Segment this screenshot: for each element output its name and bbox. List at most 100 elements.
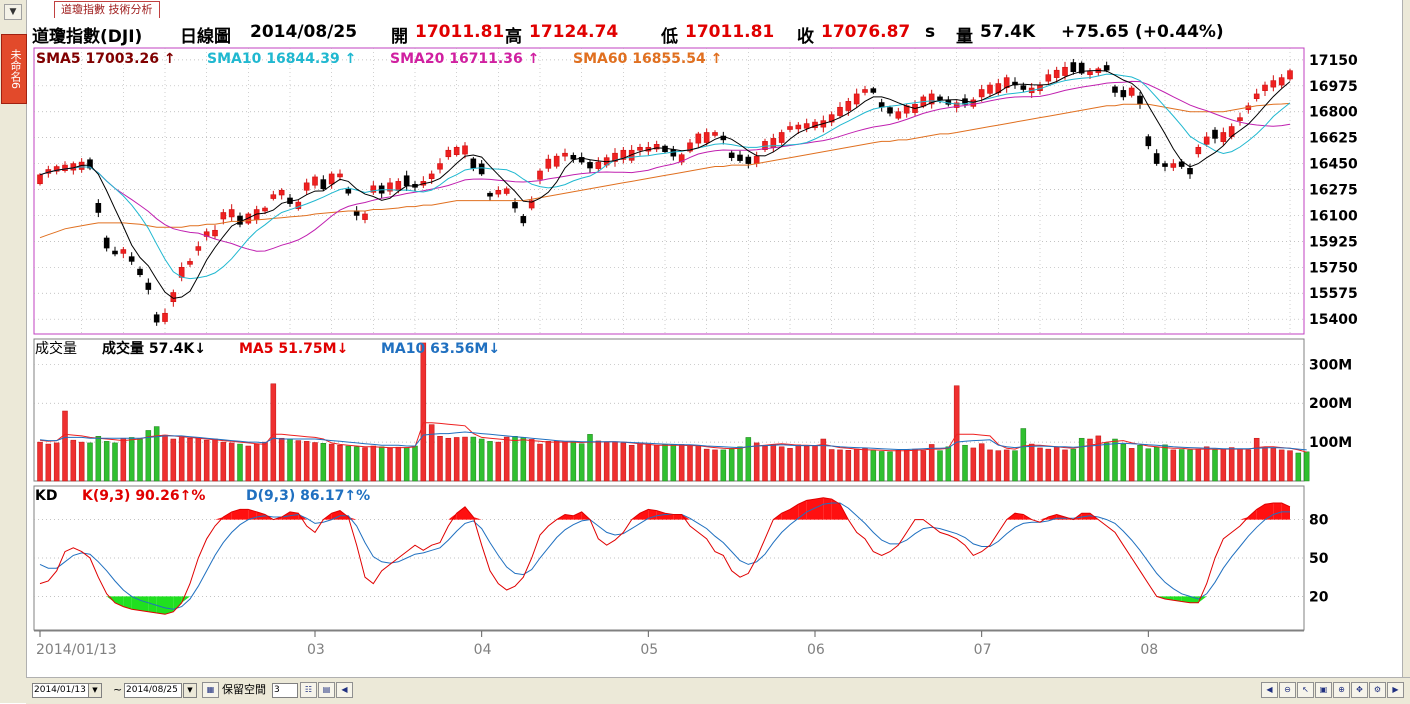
candle-down: [145, 282, 152, 290]
volume-bar-down: [345, 445, 352, 482]
volume-bar-up: [428, 424, 435, 482]
kd-overbought-fill: [806, 499, 815, 520]
volume-bar-up: [462, 436, 468, 482]
kd-oversold-fill: [1165, 596, 1174, 601]
open-label: 開: [391, 27, 408, 47]
volume-bar-down: [937, 450, 943, 482]
candle-up: [312, 176, 318, 186]
zoom-in-icon[interactable]: ⊕: [1333, 682, 1350, 698]
start-date-dropdown-icon[interactable]: ▼: [88, 683, 102, 698]
volume-bar-up: [803, 445, 810, 482]
candle-up: [70, 163, 77, 171]
volume-bar-up: [495, 441, 502, 482]
candle-down: [737, 154, 743, 161]
volume-bar-up: [653, 444, 660, 482]
volume-bar-down: [412, 445, 418, 482]
candle-up: [370, 185, 377, 193]
volume-bar-up: [370, 445, 377, 482]
volume-bar-down: [870, 449, 877, 482]
volume-bar-up: [812, 445, 818, 482]
kd-overbought-fill: [1273, 502, 1282, 520]
candle-up: [1262, 84, 1268, 91]
zoom-out-icon[interactable]: ⊖: [1279, 682, 1296, 698]
end-date-field[interactable]: 2014/08/25: [124, 683, 182, 698]
cursor-icon[interactable]: ↖: [1297, 682, 1314, 698]
export-icon[interactable]: ▤: [318, 682, 335, 698]
page-icon[interactable]: ▣: [1315, 682, 1332, 698]
volume-bar-up: [1228, 447, 1235, 482]
volume-bar-up: [1195, 448, 1202, 482]
price-legend-2: SMA20 16711.36 ↑: [390, 51, 539, 67]
kd-overbought-fill: [1281, 502, 1290, 520]
kd-pane-title: KD: [35, 488, 57, 504]
candle-down: [153, 314, 160, 323]
kd-overbought-fill: [473, 517, 482, 520]
scroll-start-icon[interactable]: ◀: [1261, 682, 1278, 698]
kd-pane: 80 50 20 KD K(9,3) 90.26↑% D(9,3) 86.17↑%: [33, 485, 1329, 631]
volume-value: 57.4K: [980, 22, 1036, 42]
collapse-arrow-icon[interactable]: ▼: [4, 4, 22, 20]
volume-bar-up: [753, 442, 760, 482]
volume-bar-up: [187, 437, 193, 482]
price-tick-label: 15925: [1309, 234, 1358, 250]
technical-chart[interactable]: 17150 16975 16800 16625 16450 16275 16100 15925…: [26, 44, 1410, 677]
price-pane: 17150 16975 16800 16625 16450 16275 16100 15925…: [33, 47, 1358, 630]
scroll-end-icon[interactable]: ▶: [1387, 682, 1404, 698]
candle-up: [303, 182, 310, 191]
reserve-space-icon[interactable]: ▦: [202, 682, 219, 698]
volume-bar-down: [520, 437, 527, 482]
table-grid-icon[interactable]: ☷: [300, 682, 317, 698]
reserve-space-value[interactable]: 3: [272, 683, 298, 698]
candle-up: [853, 93, 860, 105]
volume-bar-up: [253, 443, 260, 482]
volume-bar-up: [828, 449, 835, 482]
candle-down: [137, 268, 143, 276]
side-tab-untitled[interactable]: 未命名6: [1, 34, 27, 104]
candle-down: [1212, 129, 1218, 139]
candle-down: [1137, 95, 1143, 105]
candle-up: [612, 152, 618, 162]
candle-up: [778, 132, 785, 143]
volume-bar-up: [1237, 448, 1243, 482]
candle-up: [53, 166, 60, 172]
volume-bar-up: [1087, 438, 1093, 482]
candle-up: [453, 146, 460, 155]
volume-bar-up: [978, 443, 985, 482]
end-date-dropdown-icon[interactable]: ▼: [183, 683, 197, 698]
scroll-left-icon[interactable]: ◀: [336, 682, 353, 698]
volume-bar-down: [378, 446, 385, 482]
volume-bar-up: [1278, 449, 1285, 482]
volume-bar-up: [645, 443, 652, 482]
tab-technical-analysis[interactable]: 道瓊指數 技術分析: [54, 1, 160, 18]
candle-down: [1145, 136, 1152, 147]
volume-bar-down: [728, 448, 735, 482]
volume-bar-down: [512, 436, 518, 482]
volume-bar-up: [1053, 446, 1060, 482]
candle-up: [387, 182, 393, 192]
volume-bar-up: [537, 443, 543, 482]
settings-icon[interactable]: ⚙: [1369, 682, 1386, 698]
volume-bar-down: [1137, 444, 1143, 482]
candle-down: [345, 189, 352, 194]
candle-up: [1270, 80, 1277, 88]
footer-toolbar: 2014/01/13 ▼ ~ 2014/08/25 ▼ ▦ 保留空間 3 ☷ ▤…: [26, 677, 1410, 704]
candle-down: [1162, 163, 1168, 167]
candle-down: [1187, 168, 1193, 175]
candle-down: [1078, 62, 1085, 74]
candle-up: [928, 93, 935, 105]
volume-bar-up: [303, 441, 310, 482]
kd-overbought-fill: [831, 499, 840, 520]
candle-up: [1045, 74, 1052, 82]
volume-bar-down: [1178, 449, 1185, 482]
candle-up: [953, 102, 960, 108]
volume-bar-up: [437, 436, 443, 482]
volume-bar-up: [845, 450, 852, 482]
candle-down: [403, 175, 410, 187]
volume-bar-down: [470, 436, 477, 482]
candle-up: [895, 111, 902, 119]
volume-bar-up: [45, 443, 52, 482]
volume-bar-up: [895, 450, 902, 482]
volume-bar-up: [820, 438, 827, 482]
expand-icon[interactable]: ✥: [1351, 682, 1368, 698]
start-date-field[interactable]: 2014/01/13: [32, 683, 90, 698]
